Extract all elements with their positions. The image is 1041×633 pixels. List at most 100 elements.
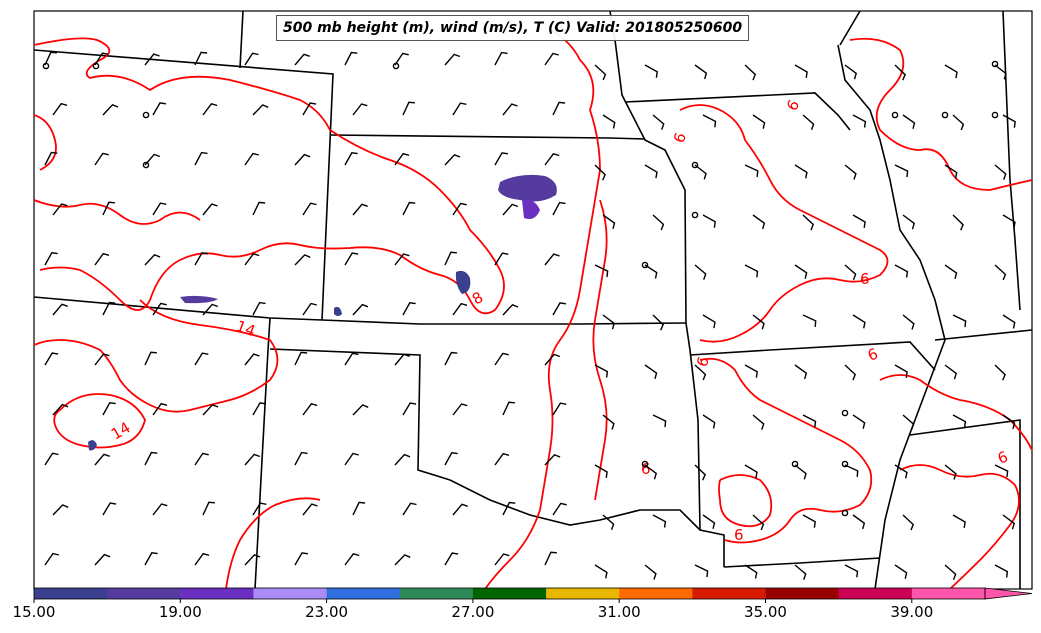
colorbar-swatch <box>107 588 181 599</box>
colorbar-tick-label: 15.00 <box>12 603 56 621</box>
wind-barb <box>302 503 318 516</box>
station-circle <box>841 509 849 517</box>
wind-barb <box>944 564 957 581</box>
wind-barb <box>852 414 866 429</box>
wind-barb <box>94 553 111 566</box>
wind-barb <box>544 253 560 266</box>
wind-barb <box>494 252 509 266</box>
wind-barb <box>194 352 209 366</box>
wind-barb <box>952 514 966 529</box>
wind-barb <box>144 53 160 66</box>
colorbar-swatch <box>253 588 327 599</box>
wind-barb <box>44 352 59 366</box>
wind-barb <box>902 114 916 129</box>
shaded-patch-colorado <box>180 295 218 304</box>
wind-barb <box>452 403 468 416</box>
wind-barb <box>502 401 515 416</box>
wind-barb <box>402 101 415 116</box>
wind-barb <box>344 552 360 566</box>
wind-barb <box>694 164 707 180</box>
wind-barb <box>344 352 359 366</box>
wind-barb <box>194 452 209 466</box>
wind-barb <box>444 153 461 166</box>
wind-barb <box>894 564 908 579</box>
wind-barb <box>594 564 608 579</box>
wind-barb <box>494 152 509 166</box>
shaded-patch-nm <box>88 440 97 451</box>
wind-barb <box>244 252 260 266</box>
contour-8-central <box>484 29 601 590</box>
wind-barb <box>44 252 58 266</box>
station-circle <box>941 111 949 119</box>
wind-barb <box>202 403 219 416</box>
temperature-contours <box>33 29 1033 590</box>
wind-barb <box>102 502 117 516</box>
wind-barb <box>252 104 269 116</box>
wind-barb <box>552 201 566 216</box>
wind-barb <box>802 414 817 428</box>
wind-barb <box>244 453 261 466</box>
wind-barb <box>852 314 866 329</box>
wind-barb <box>944 64 958 79</box>
wind-barb <box>644 564 657 580</box>
station-circle <box>142 111 150 119</box>
wind-barb <box>444 452 458 466</box>
wind-barb <box>194 552 210 566</box>
wind-barb <box>52 102 68 116</box>
wind-barb <box>352 103 368 116</box>
contour-label: 14 <box>234 317 258 340</box>
wind-barb <box>444 53 461 66</box>
mississippi-river <box>837 44 946 590</box>
wind-barb <box>444 552 459 566</box>
wind-barb <box>444 251 457 266</box>
wind-barb <box>244 353 260 366</box>
contour-label: 6 <box>734 526 744 544</box>
wind-barb <box>1002 114 1016 128</box>
wind-barb <box>894 364 908 379</box>
wind-barb <box>352 501 366 516</box>
wind-barb <box>652 214 665 231</box>
colorbar-extend-arrow <box>984 587 1033 600</box>
colorbar-swatch <box>838 588 913 599</box>
wind-barb <box>794 364 808 380</box>
colorbar-tick-label: 23.00 <box>305 603 349 621</box>
wind-barb <box>944 164 958 179</box>
wind-barb <box>752 514 765 531</box>
wind-barb <box>494 452 510 466</box>
colorbar-tick-label: 31.00 <box>597 603 641 621</box>
wind-barb <box>794 164 808 179</box>
wind-barbs <box>44 51 1016 581</box>
wind-barb <box>894 64 906 81</box>
shaded-patch-kansas <box>498 174 557 202</box>
contour-label: 6 <box>641 460 651 478</box>
station-circle <box>991 60 999 68</box>
station-circle <box>142 161 150 169</box>
wind-barb <box>502 303 519 316</box>
wind-barb <box>994 264 1007 281</box>
wind-barb <box>744 464 758 479</box>
wind-barb <box>452 202 467 216</box>
wind-barb <box>144 552 158 566</box>
station-circle <box>691 161 699 169</box>
wind-barb <box>694 564 709 578</box>
colorbar-swatch <box>911 588 986 599</box>
wind-barb <box>394 253 410 266</box>
colorbar-swatch <box>472 588 547 599</box>
wind-barb <box>352 303 369 316</box>
arkansas-oklahoma-border <box>685 322 701 531</box>
wind-barb <box>794 464 807 480</box>
wind-barb <box>602 214 616 229</box>
colorbar-tick-label: 27.00 <box>451 603 495 621</box>
wind-barb <box>602 114 616 129</box>
station-circle <box>791 460 799 468</box>
alabama-border <box>909 419 1021 589</box>
wind-barb <box>752 414 765 430</box>
wind-barb <box>944 264 958 279</box>
wind-barb <box>152 402 168 416</box>
wind-barb <box>52 303 68 316</box>
contour-6-far-east <box>899 464 1020 590</box>
wind-barb <box>52 203 68 216</box>
contour-6-southeast <box>699 357 873 544</box>
state-borders <box>33 10 1033 590</box>
contour-label: 6 <box>860 270 870 288</box>
